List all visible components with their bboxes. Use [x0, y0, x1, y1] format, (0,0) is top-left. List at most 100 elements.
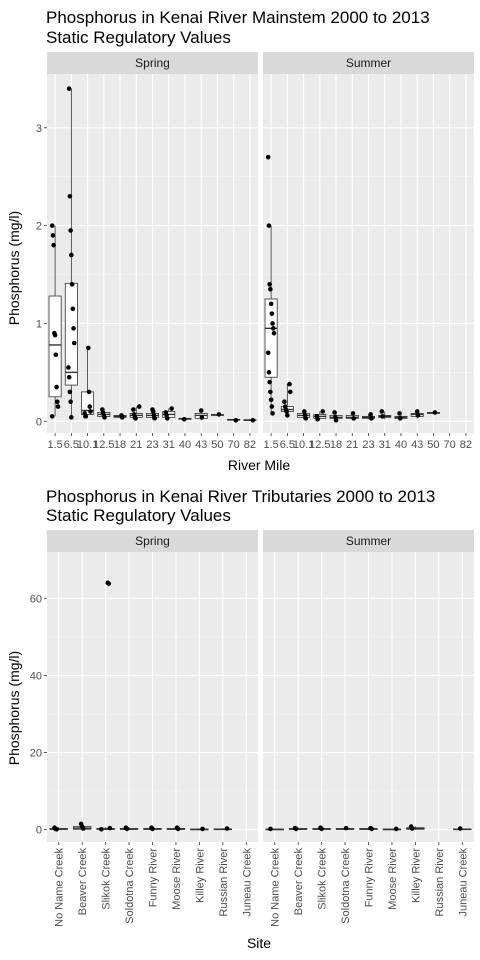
tributaries-summer-data-point — [369, 826, 374, 832]
mainstem-summer-data-point — [320, 409, 326, 414]
mainstem-spring-data-point — [131, 407, 136, 412]
mainstem-summer-data-point — [333, 417, 339, 423]
mainstem-spring-x-tick-label: 40 — [179, 439, 191, 451]
mainstem-spring-x-tick-label: 6.5 — [64, 439, 79, 451]
mainstem-summer-data-point — [285, 413, 290, 418]
mainstem-spring-data-point — [67, 193, 73, 199]
mainstem-spring-data-point — [152, 416, 157, 421]
tributaries-spring-data-point — [175, 826, 181, 832]
mainstem-spring-data-point — [86, 345, 91, 351]
mainstem-spring-data-point — [69, 252, 74, 258]
mainstem-summer-data-point — [267, 282, 272, 287]
mainstem-summer-data-point — [268, 389, 273, 395]
tributaries-spring-data-point — [99, 826, 104, 832]
mainstem-spring-data-point — [55, 399, 60, 404]
mainstem-summer-data-point — [379, 409, 385, 414]
mainstem-spring-data-point — [102, 415, 107, 420]
tributaries-spring-data-point — [107, 825, 113, 831]
mainstem-summer-x-tick-label: 31 — [379, 439, 391, 451]
mainstem-summer-x-tick-label: 10.1 — [293, 439, 314, 451]
tributaries-title-line-2: Static Regulatory Values — [46, 506, 231, 525]
mainstem-spring-data-point — [83, 414, 88, 419]
mainstem-summer-data-point — [287, 389, 293, 395]
mainstem-summer-data-point — [268, 301, 274, 307]
tributaries-summer-x-tick-label: Moose River — [387, 848, 399, 910]
mainstem-summer-x-tick-label: 70 — [444, 439, 456, 451]
mainstem-summer-data-point — [397, 411, 402, 416]
mainstem-spring-data-point — [53, 352, 59, 358]
tributaries-summer-data-point — [268, 826, 273, 832]
mainstem-summer-data-point — [282, 399, 287, 404]
mainstem-summer-x-tick-label: 21 — [346, 439, 358, 451]
mainstem-summer-data-point — [269, 311, 275, 316]
mainstem-spring-data-point — [54, 384, 59, 390]
mainstem-summer-data-point — [265, 154, 271, 160]
tributaries-summer-x-tick-label: Slikok Creek — [317, 848, 329, 910]
mainstem-summer-x-tick-label: 43 — [411, 439, 423, 451]
tributaries-spring-data-point — [224, 826, 230, 831]
tributaries-summer-x-tick-label: Funny River — [364, 848, 376, 908]
mainstem-spring-x-tick-label: 23 — [146, 439, 158, 451]
mainstem-spring-data-point — [66, 374, 72, 380]
mainstem-summer-data-point — [415, 413, 421, 418]
tributaries-spring-data-point — [150, 826, 155, 832]
mainstem-spring-data-point — [181, 417, 187, 422]
mainstem-y-axis-title: Phosphorus (mg/l) — [6, 211, 22, 325]
tributaries-summer-x-tick-label: Killey River — [410, 848, 422, 903]
tributaries-spring-x-tick-label: Slikok Creek — [101, 848, 113, 910]
mainstem-spring-data-point — [86, 389, 92, 395]
mainstem-spring-data-point — [51, 242, 56, 248]
tributaries-y-tick-label: 40 — [30, 670, 42, 682]
mainstem-summer-data-point — [380, 414, 385, 419]
mainstem-summer-data-point — [271, 326, 276, 331]
mainstem-spring-data-point — [70, 306, 76, 312]
mainstem-spring-x-tick-label: 31 — [163, 439, 175, 451]
mainstem-spring-data-point — [69, 282, 75, 287]
mainstem-spring-x-tick-label: 82 — [244, 439, 256, 451]
tributaries-spring-x-tick-label: Soldotna Creek — [124, 848, 136, 924]
mainstem-summer-x-tick-label: 82 — [460, 439, 472, 451]
tributaries-spring-data-point — [54, 826, 59, 832]
tributaries-summer-x-tick-label: Russian River — [434, 848, 446, 917]
tributaries-y-tick-label: 20 — [30, 748, 42, 760]
mainstem-spring-data-point — [52, 332, 58, 338]
mainstem-chart: Phosphorus in Kenai River Mainstem 2000 … — [6, 8, 474, 473]
tributaries-x-axis-title: Site — [247, 935, 271, 951]
mainstem-summer-data-point — [368, 412, 373, 417]
tributaries-summer-data-point — [457, 826, 463, 831]
mainstem-summer-data-point — [268, 286, 273, 292]
tributaries-summer-data-point — [393, 826, 399, 832]
mainstem-summer-x-tick-label: 23 — [362, 439, 374, 451]
mainstem-spring-data-point — [66, 86, 72, 91]
tributaries-y-tick-label: 0 — [36, 825, 42, 837]
tributaries-summer-strip — [263, 530, 474, 552]
mainstem-y-tick-label: 3 — [36, 123, 42, 135]
mainstem-summer-strip — [263, 52, 474, 74]
mainstem-summer-data-point — [397, 416, 403, 421]
tributaries-summer-x-tick-label: Juneau Creek — [457, 848, 469, 917]
mainstem-summer-data-point — [269, 404, 275, 409]
mainstem-spring-data-point — [66, 365, 71, 370]
tributaries-spring-data-point — [80, 826, 86, 831]
mainstem-spring-data-point — [49, 223, 55, 228]
mainstem-spring-data-point — [71, 340, 77, 346]
mainstem-spring-data-point — [119, 415, 125, 420]
mainstem-spring-data-point — [169, 406, 174, 411]
tributaries-chart: Phosphorus in Kenai River Tributaries 20… — [6, 487, 474, 951]
mainstem-summer-data-point — [266, 223, 272, 228]
mainstem-spring-x-tick-label: 43 — [195, 439, 207, 451]
mainstem-spring-x-tick-label: 1.5 — [47, 439, 62, 451]
tributaries-summer-x-tick-label: Soldotna Creek — [340, 848, 352, 924]
mainstem-title-line-1: Phosphorus in Kenai River Mainstem 2000 … — [46, 8, 430, 27]
tributaries-spring-strip — [47, 530, 258, 552]
tributaries-spring-data-point — [106, 581, 112, 586]
tributaries-summer-data-point — [293, 826, 299, 832]
mainstem-summer-x-tick-label: 18 — [330, 439, 342, 451]
tributaries-spring-x-tick-label: Moose River — [171, 848, 183, 910]
tributaries-spring-x-tick-label: Juneau Creek — [241, 848, 253, 917]
tributaries-summer-data-point — [343, 825, 349, 831]
mainstem-spring-x-tick-label: 18 — [114, 439, 126, 451]
mainstem-spring-data-point — [49, 414, 55, 419]
mainstem-summer-x-tick-label: 6.5 — [280, 439, 295, 451]
